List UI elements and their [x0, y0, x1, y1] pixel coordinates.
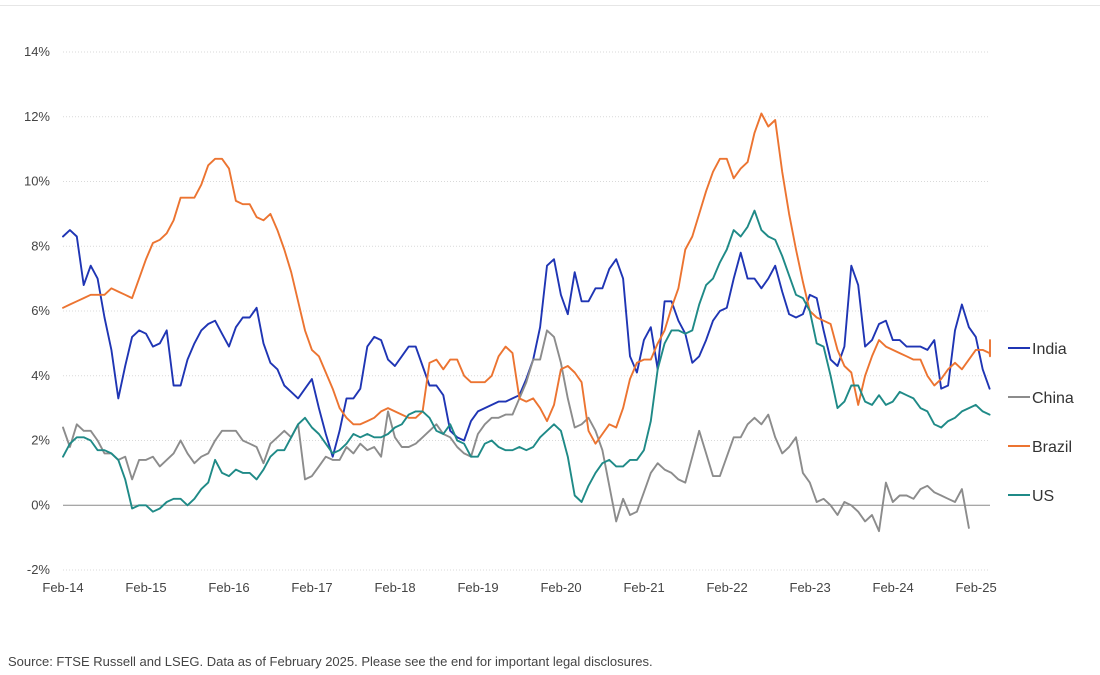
y-tick-label: -2% [27, 562, 51, 577]
series-line-us [62, 209, 991, 513]
x-axis-ticks: Feb-14 Feb-15 Feb-16 Feb-17 Feb-18 Feb-19 Feb-… [42, 580, 996, 595]
y-tick-label: 12% [24, 109, 50, 124]
series-line-brazil [62, 112, 991, 445]
series-line-india [62, 229, 991, 458]
y-tick-label: 6% [31, 303, 50, 318]
legend-label-brazil: Brazil [1032, 439, 1072, 456]
x-tick-label: Feb-18 [374, 580, 415, 595]
legend-label-india: India [1032, 341, 1067, 358]
x-tick-label: Feb-14 [42, 580, 83, 595]
x-tick-label: Feb-17 [291, 580, 332, 595]
x-tick-label: Feb-20 [540, 580, 581, 595]
x-tick-label: Feb-22 [706, 580, 747, 595]
y-tick-label: 4% [31, 368, 50, 383]
x-tick-label: Feb-21 [623, 580, 664, 595]
y-tick-label: 8% [31, 238, 50, 253]
gridlines [63, 51, 990, 571]
legend: India China Brazil US [1008, 341, 1074, 505]
series-line-china [62, 329, 970, 533]
x-tick-label: Feb-23 [790, 580, 831, 595]
line-chart: -2%0%2%4%6%8%10%12%14% Feb-14 Feb-15 Feb-1… [24, 44, 1074, 595]
top-divider [0, 5, 1100, 6]
y-tick-label: 0% [31, 497, 50, 512]
x-tick-label: Feb-25 [956, 580, 997, 595]
x-tick-label: Feb-16 [208, 580, 249, 595]
y-axis-ticks: -2% 0% 2% 4% 6% 8% 10% 12% 14% [24, 44, 50, 577]
legend-label-us: US [1032, 488, 1054, 505]
x-tick-label: Feb-15 [125, 580, 166, 595]
y-tick-label: 2% [31, 433, 50, 448]
x-tick-label: Feb-24 [873, 580, 914, 595]
y-tick-label: 14% [24, 44, 50, 59]
source-note: Source: FTSE Russell and LSEG. Data as o… [8, 654, 653, 669]
x-tick-label: Feb-19 [457, 580, 498, 595]
y-tick-label: 10% [24, 174, 50, 189]
legend-label-china: China [1032, 390, 1074, 407]
series-lines [62, 112, 991, 533]
